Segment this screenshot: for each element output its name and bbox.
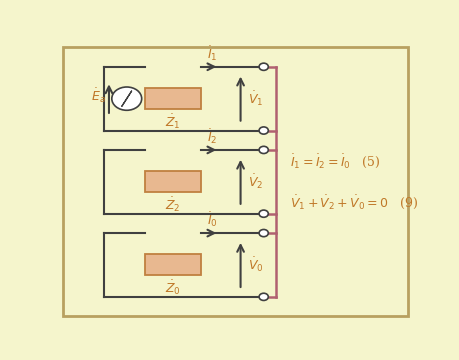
FancyBboxPatch shape xyxy=(145,255,202,275)
Text: $\dot{Z}_1$: $\dot{Z}_1$ xyxy=(165,112,181,131)
Text: $\dot{V}_2$: $\dot{V}_2$ xyxy=(248,172,263,191)
Text: $\dot{V}_1$: $\dot{V}_1$ xyxy=(248,89,263,108)
FancyBboxPatch shape xyxy=(63,48,408,316)
Text: $\dot{Z}_0$: $\dot{Z}_0$ xyxy=(165,279,181,297)
Circle shape xyxy=(259,127,269,134)
FancyBboxPatch shape xyxy=(145,171,202,192)
Circle shape xyxy=(112,87,142,110)
Text: $\dot{Z}_2$: $\dot{Z}_2$ xyxy=(165,195,181,214)
Text: $\dot{V}_0$: $\dot{V}_0$ xyxy=(248,256,263,274)
Circle shape xyxy=(259,146,269,153)
Circle shape xyxy=(259,63,269,70)
Circle shape xyxy=(259,293,269,301)
Text: $\dot{I}_0$: $\dot{I}_0$ xyxy=(207,211,218,229)
Text: $\dot{V}_1 + \dot{V}_2 + \dot{V}_0 = 0$   (9): $\dot{V}_1 + \dot{V}_2 + \dot{V}_0 = 0$ … xyxy=(291,194,419,211)
Text: $\dot{I}_1$: $\dot{I}_1$ xyxy=(207,45,218,63)
Text: $\dot{I}_1 = \dot{I}_2 = \dot{I}_0$   (5): $\dot{I}_1 = \dot{I}_2 = \dot{I}_0$ (5) xyxy=(291,152,381,170)
Text: $\dot{E}_a$: $\dot{E}_a$ xyxy=(91,86,106,105)
FancyBboxPatch shape xyxy=(145,88,202,109)
Text: $\dot{I}_2$: $\dot{I}_2$ xyxy=(207,128,217,146)
Circle shape xyxy=(259,229,269,237)
Circle shape xyxy=(259,210,269,217)
